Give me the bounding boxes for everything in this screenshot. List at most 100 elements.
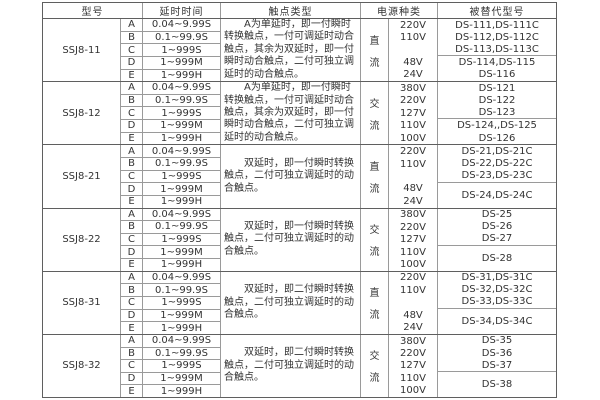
- replaced-model: DS-38: [481, 379, 513, 391]
- delay-time-cell: 1~999M: [160, 309, 203, 321]
- delay-row: E 1~999H: [121, 385, 220, 398]
- delay-rows: A 0.04~9.99S B 0.1~99.9S C 1~999S D 1~999M E 1~99…: [121, 145, 221, 208]
- model-row-group: SSJ8-21 A 0.04~9.99S B 0.1~99.9S C 1~999S D 1~99…: [43, 145, 556, 209]
- delay-row: C 1~999S: [121, 233, 220, 247]
- grade-letter-cell: B: [121, 221, 143, 233]
- delay-time-cell: 1~999S: [161, 107, 202, 119]
- grade-letter-cell: B: [121, 31, 143, 44]
- replaced-models-cell: DS-31,DS-31C DS-32,DS-32C DS-33,DS-33C DS-3…: [438, 272, 556, 334]
- grade-letter-cell: D: [121, 309, 143, 322]
- replaced-model: DS-32,DS-32C: [461, 284, 533, 296]
- delay-rows: A 0.04~9.99S B 0.1~99.9S C 1~999S D 1~999M E 1~99…: [121, 82, 221, 145]
- contact-type-text: A为单延时，即一付瞬时转换触点，一付可调延时动合触点，其余为双延时，即一付瞬时动…: [224, 82, 354, 143]
- delay-row: E 1~999H: [121, 259, 220, 271]
- contact-type-cell: 双延时，即二付瞬时转换触点，二付可独立调延时的动合触点。: [221, 334, 361, 398]
- voltage-cell: 24V: [403, 195, 423, 207]
- delay-time-cell: 0.04~9.99S: [151, 335, 212, 347]
- delay-time-cell: 1~999S: [161, 170, 202, 182]
- voltage-cell: 24V: [403, 322, 423, 334]
- delay-row: E 1~999H: [121, 69, 220, 82]
- delay-time-cell: 0.04~9.99S: [151, 208, 212, 220]
- grade-letter-cell: E: [121, 195, 143, 208]
- contact-type-cell: 双延时，即一付瞬时转换触点，二付可独立调延时的动合触点。: [221, 145, 361, 208]
- replaced-model: DS-34,DS-34C: [461, 315, 533, 327]
- contact-type-text: 双延时，即二付瞬时转换触点，二付可独立调延时的动合触点。: [224, 347, 354, 384]
- replaced-model: DS-23,DS-23C: [461, 170, 533, 182]
- power-type-char: 交: [369, 98, 380, 110]
- voltage-cells: 380V 220V 127V 110V 100V: [389, 334, 438, 398]
- replaced-model: DS-27: [481, 233, 513, 245]
- delay-row: A 0.04~9.99S: [121, 334, 220, 348]
- power-type-char: 流: [369, 247, 380, 259]
- contact-type-cell: 双延时，即二付瞬时转换触点，二付可独立调延时的动合触点。: [221, 271, 361, 334]
- table-body: SSJ8-11 A 0.04~9.99S B 0.1~99.9S C 1~999S D 1~99…: [43, 19, 556, 398]
- delay-time-cell: 1~999M: [160, 120, 203, 132]
- delay-time-cell: 1~999S: [161, 234, 202, 246]
- delay-row: D 1~999M: [121, 246, 220, 260]
- delay-row: D 1~999M: [121, 56, 220, 70]
- contact-type-cell: A为单延时，即一付瞬时转换触点，一付可调延时动合触点，其余为双延时，即一付瞬时动…: [221, 82, 361, 145]
- replaced-model: DS-116: [478, 69, 516, 81]
- replaced-top-group: DS-25 DS-26 DS-27: [438, 209, 556, 246]
- contact-type-cell: 双延时，即一付瞬时转换触点，二付可独立调延时的动合触点。: [221, 208, 361, 271]
- grade-letter-cell: C: [121, 107, 143, 120]
- replaced-model: DS-35: [481, 335, 513, 347]
- power-type-cell: 交流: [361, 82, 389, 145]
- replaced-model: DS-126: [478, 132, 516, 144]
- voltage-cell: 48V: [403, 57, 423, 69]
- voltage-cell: 110V: [400, 284, 426, 296]
- replaced-model: DS-22,DS-22C: [461, 157, 533, 169]
- delay-row: C 1~999S: [121, 107, 220, 121]
- voltage-cell: 220V: [400, 95, 426, 107]
- replaced-bottom-group: DS-114,DS-115 DS-116: [438, 56, 556, 81]
- replaced-model: DS-111,DS-111C: [455, 19, 539, 31]
- delay-time-cell: 1~999S: [161, 360, 202, 372]
- header-replaced-model: 被替代型号: [469, 7, 525, 18]
- delay-rows: A 0.04~9.99S B 0.1~99.9S C 1~999S D 1~999M E 1~99…: [121, 271, 221, 334]
- power-type-char: 流: [369, 183, 380, 195]
- delay-time-cell: 0.04~9.99S: [151, 272, 212, 283]
- delay-row: A 0.04~9.99S: [121, 82, 220, 95]
- delay-row: E 1~999H: [121, 132, 220, 145]
- replaced-model: DS-122: [478, 94, 516, 106]
- replaced-bottom-group: DS-24,DS-24C: [438, 183, 556, 208]
- model-row-group: SSJ8-32 A 0.04~9.99S B 0.1~99.9S C 1~999S D 1~99…: [43, 334, 556, 398]
- replaced-top-group: DS-35 DS-36 DS-37: [438, 335, 556, 373]
- delay-row: B 0.1~99.9S: [121, 221, 220, 234]
- voltage-cell: 220V: [400, 19, 426, 31]
- voltage-cell: 110V: [400, 158, 426, 170]
- voltage-cell: 127V: [400, 234, 426, 246]
- replaced-bottom-group: DS-28: [438, 246, 556, 271]
- replaced-bottom-group: DS-34,DS-34C: [438, 309, 556, 334]
- model-row-group: SSJ8-31 A 0.04~9.99S B 0.1~99.9S C 1~999S D 1~99…: [43, 271, 556, 335]
- grade-letter-cell: C: [121, 360, 143, 372]
- replaced-top-group: DS-31,DS-31C DS-32,DS-32C DS-33,DS-33C: [438, 272, 556, 309]
- delay-time-cell: 1~999H: [160, 385, 203, 397]
- delay-time-cell: 0.1~99.9S: [155, 158, 208, 170]
- replaced-model: DS-33,DS-33C: [461, 296, 533, 308]
- voltage-cell: 24V: [403, 69, 423, 81]
- delay-time-cell: 1~999H: [160, 196, 203, 208]
- voltage-cells: 380V 220V 127V 110V 100V: [389, 82, 438, 145]
- grade-letter-cell: D: [121, 372, 143, 385]
- delay-row: D 1~999M: [121, 372, 220, 386]
- replaced-model: DS-121: [478, 82, 516, 94]
- replaced-models-cell: DS-25 DS-26 DS-27 DS-28: [438, 209, 556, 271]
- voltage-cell: 110V: [400, 120, 426, 132]
- delay-row: E 1~999H: [121, 322, 220, 334]
- model-cell: SSJ8-32: [43, 334, 121, 398]
- delay-time-cell: 1~999H: [160, 133, 203, 145]
- delay-row: A 0.04~9.99S: [121, 208, 220, 222]
- delay-row: C 1~999S: [121, 296, 220, 310]
- delay-time-cell: 1~999S: [161, 44, 202, 56]
- grade-letter-cell: D: [121, 183, 143, 195]
- grade-letter-cell: C: [121, 233, 143, 246]
- power-type-char: 直: [369, 161, 380, 173]
- delay-time-cell: 1~999H: [160, 322, 203, 334]
- delay-row: B 0.1~99.9S: [121, 157, 220, 171]
- grade-letter-cell: C: [121, 44, 143, 56]
- replaced-model: DS-124,,DS-125: [457, 120, 537, 132]
- power-type-char: 流: [369, 120, 380, 132]
- voltage-cell: 110V: [400, 372, 426, 384]
